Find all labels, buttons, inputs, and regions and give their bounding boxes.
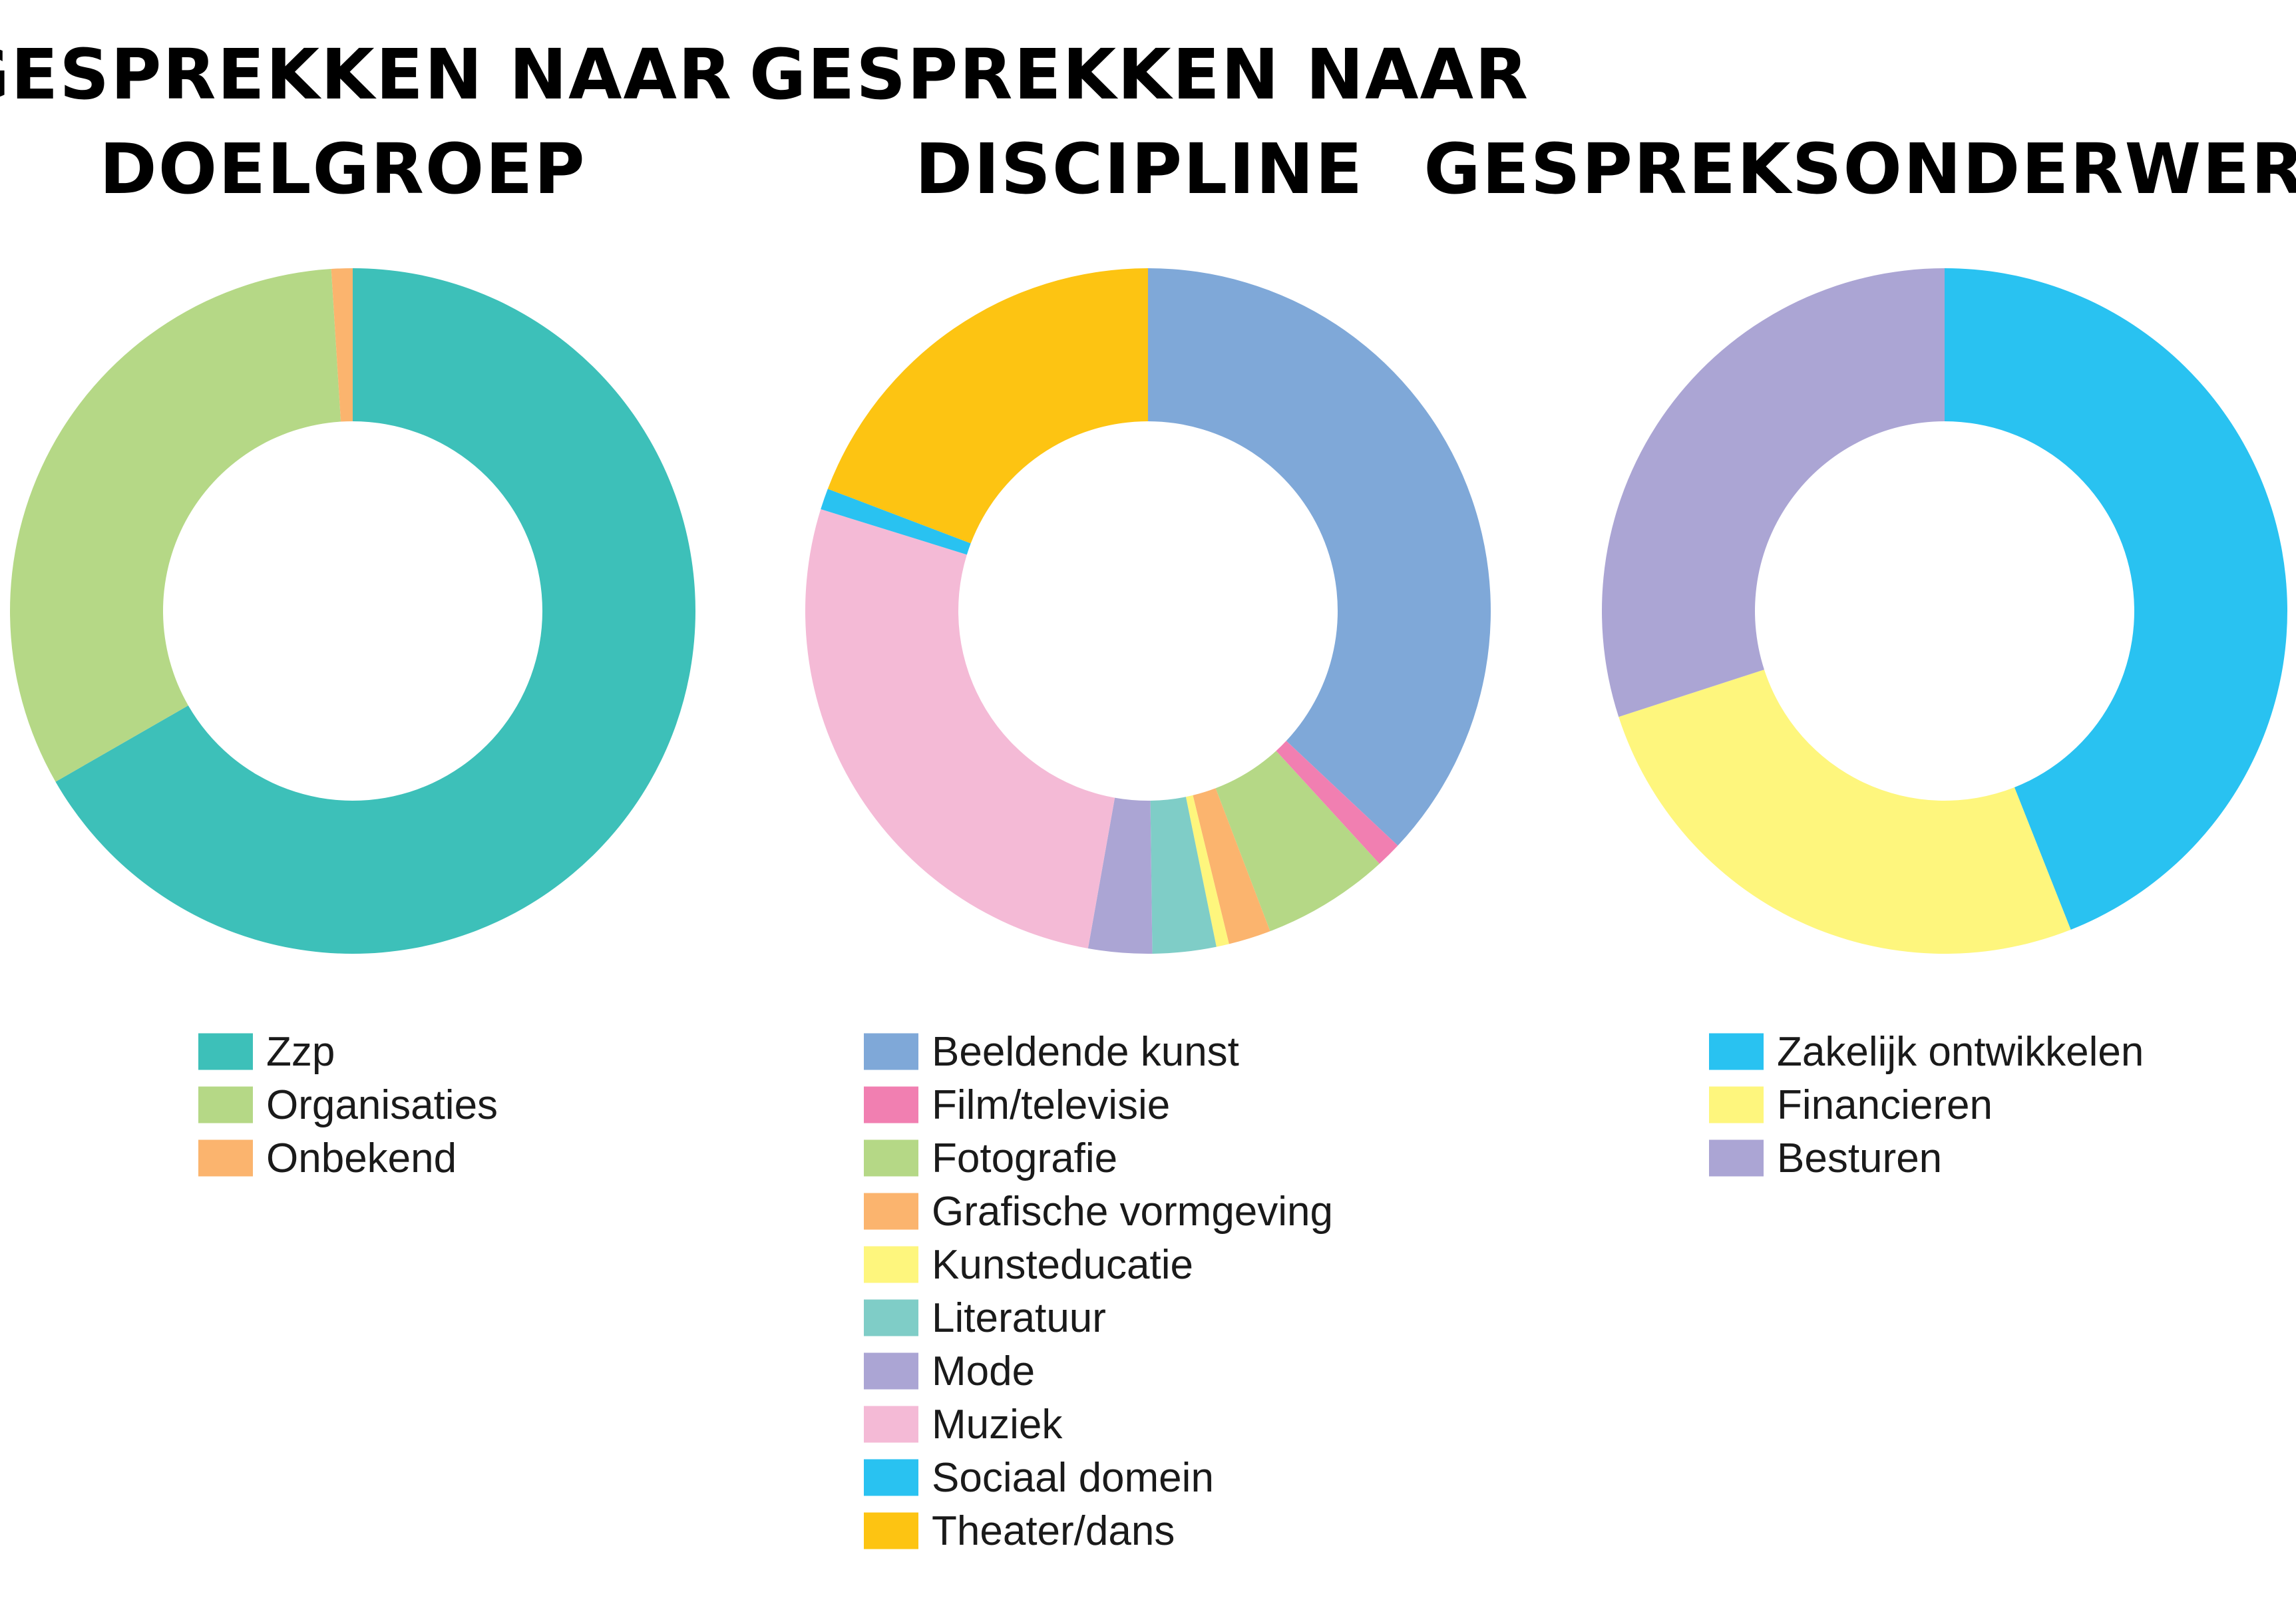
legend-swatch-financieren [1709, 1086, 1764, 1123]
chart-1: GESPREKKEN NAAR DOELGROEP Zzp Organisaties O… [0, 34, 733, 1181]
legend-label-financieren: Financieren [1777, 1082, 1993, 1128]
chart-title-line: GESPREKKEN NAAR [749, 34, 1529, 115]
donut-slice-grafische-vormgeving [1193, 788, 1270, 944]
legend-swatch-zzp [198, 1033, 253, 1070]
chart-title-line: GESPREKKEN NAAR [0, 34, 733, 115]
legend-swatch-organisaties [198, 1086, 253, 1123]
donut-slice-fotografie [1215, 751, 1380, 932]
legend-swatch-besturen [1709, 1139, 1764, 1177]
donut-slice-financieren [1619, 670, 2071, 954]
legend-swatch-sociaal-domein [864, 1459, 918, 1496]
legend-swatch-mode [864, 1352, 918, 1390]
legend-swatch-kunsteducatie [864, 1246, 918, 1283]
legend-label-onbekend: Onbekend [266, 1135, 457, 1181]
donut-slice-zzp [55, 268, 695, 954]
chart-title-line: GESPREKSONDERWERPEN [1424, 128, 2296, 210]
legend: Zakelijk ontwikkelen Financieren Besturen [1709, 1029, 2144, 1181]
legend-label-mode: Mode [932, 1348, 1035, 1394]
legend-swatch-literatuur [864, 1299, 918, 1336]
donut-slice-zakelijk-ontwikkelen [1945, 268, 2287, 930]
legend-label-zzp: Zzp [266, 1029, 335, 1075]
legend-label-beeldende-kunst: Beeldende kunst [932, 1029, 1239, 1075]
legend-swatch-onbekend [198, 1139, 253, 1177]
donut-slice-literatuur [1150, 797, 1217, 954]
legend-label-besturen: Besturen [1777, 1135, 1942, 1181]
chart-2: GESPREKKEN NAAR DISCIPLINE Beeldende kunst… [749, 34, 1529, 1554]
legend-swatch-fotografie [864, 1139, 918, 1177]
donut-slice-muziek [805, 509, 1115, 949]
chart-3: GESPREKSONDERWERPEN Zakelijk ontwikkelen F… [1424, 128, 2296, 1181]
donut-slice-mode [1087, 797, 1153, 954]
legend-label-organisaties: Organisaties [266, 1082, 498, 1128]
chart-title-line: DOELGROEP [99, 128, 586, 210]
legend-label-kunsteducatie: Kunsteducatie [932, 1242, 1193, 1288]
legend-label-fotografie: Fotografie [932, 1135, 1117, 1181]
legend-swatch-film-televisie [864, 1086, 918, 1123]
legend: Beeldende kunst Film/televisie Fotografie G… [864, 1029, 1333, 1554]
donut-slice-kunsteducatie [1185, 795, 1229, 947]
legend: Zzp Organisaties Onbekend [198, 1029, 498, 1181]
legend-swatch-theater-dans [864, 1512, 918, 1549]
legend-label-zakelijk-ontwikkelen: Zakelijk ontwikkelen [1777, 1029, 2144, 1075]
donut-slice-onbekend [331, 268, 353, 422]
donut-slice-sociaal-domein [821, 489, 971, 555]
legend-label-muziek: Muziek [932, 1402, 1063, 1448]
legend-label-film-televisie: Film/televisie [932, 1082, 1170, 1128]
legend-label-theater-dans: Theater/dans [932, 1508, 1175, 1554]
legend-label-grafische-vormgeving: Grafische vormgeving [932, 1189, 1333, 1235]
donut-slice-besturen [1602, 268, 1945, 717]
donut-slice-film-televisie [1276, 741, 1398, 864]
legend-label-sociaal-domein: Sociaal domein [932, 1455, 1214, 1501]
donut-slice-organisaties [10, 269, 341, 782]
donut-slice-beeldende-kunst [1148, 268, 1491, 846]
donut-slice-theater-dans [827, 268, 1148, 544]
legend-swatch-grafische-vormgeving [864, 1193, 918, 1230]
chart-title-line: DISCIPLINE [915, 128, 1364, 210]
legend-label-literatuur: Literatuur [932, 1295, 1106, 1341]
legend-swatch-muziek [864, 1406, 918, 1443]
legend-swatch-zakelijk-ontwikkelen [1709, 1033, 1764, 1070]
legend-swatch-beeldende-kunst [864, 1033, 918, 1070]
